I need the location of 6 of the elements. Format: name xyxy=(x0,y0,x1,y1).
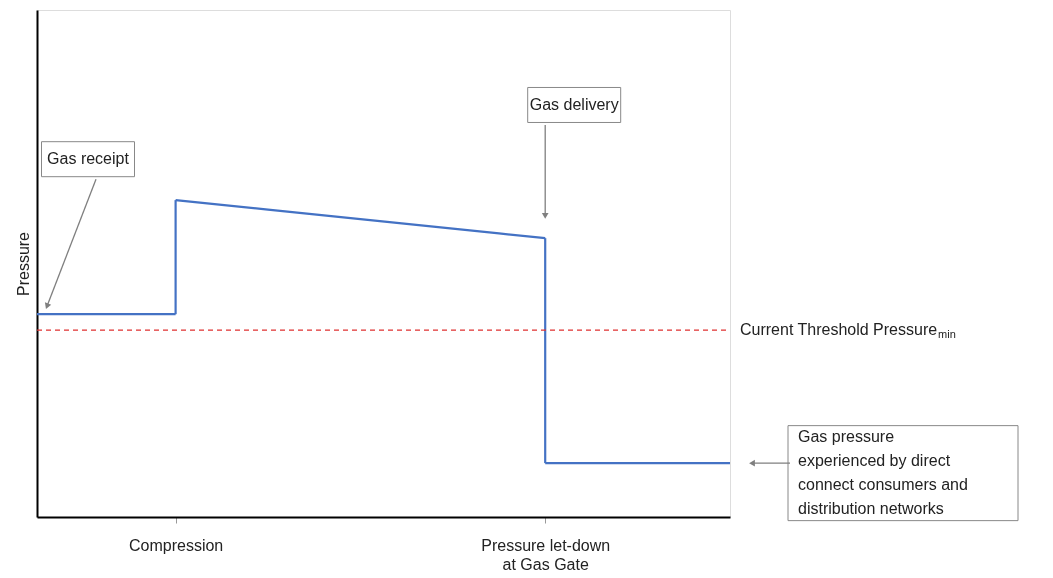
annotation: Gas delivery xyxy=(529,95,619,113)
text: Gas receipt xyxy=(47,150,130,168)
x-tick-label: Compression xyxy=(128,536,224,554)
x-tick-label: Pressure let-down at Gas Gate xyxy=(481,536,611,573)
text: Gas pressure experienced by direct connect consumers and distribution networks xyxy=(798,428,968,518)
y-axis-title: Pressure xyxy=(14,231,32,297)
